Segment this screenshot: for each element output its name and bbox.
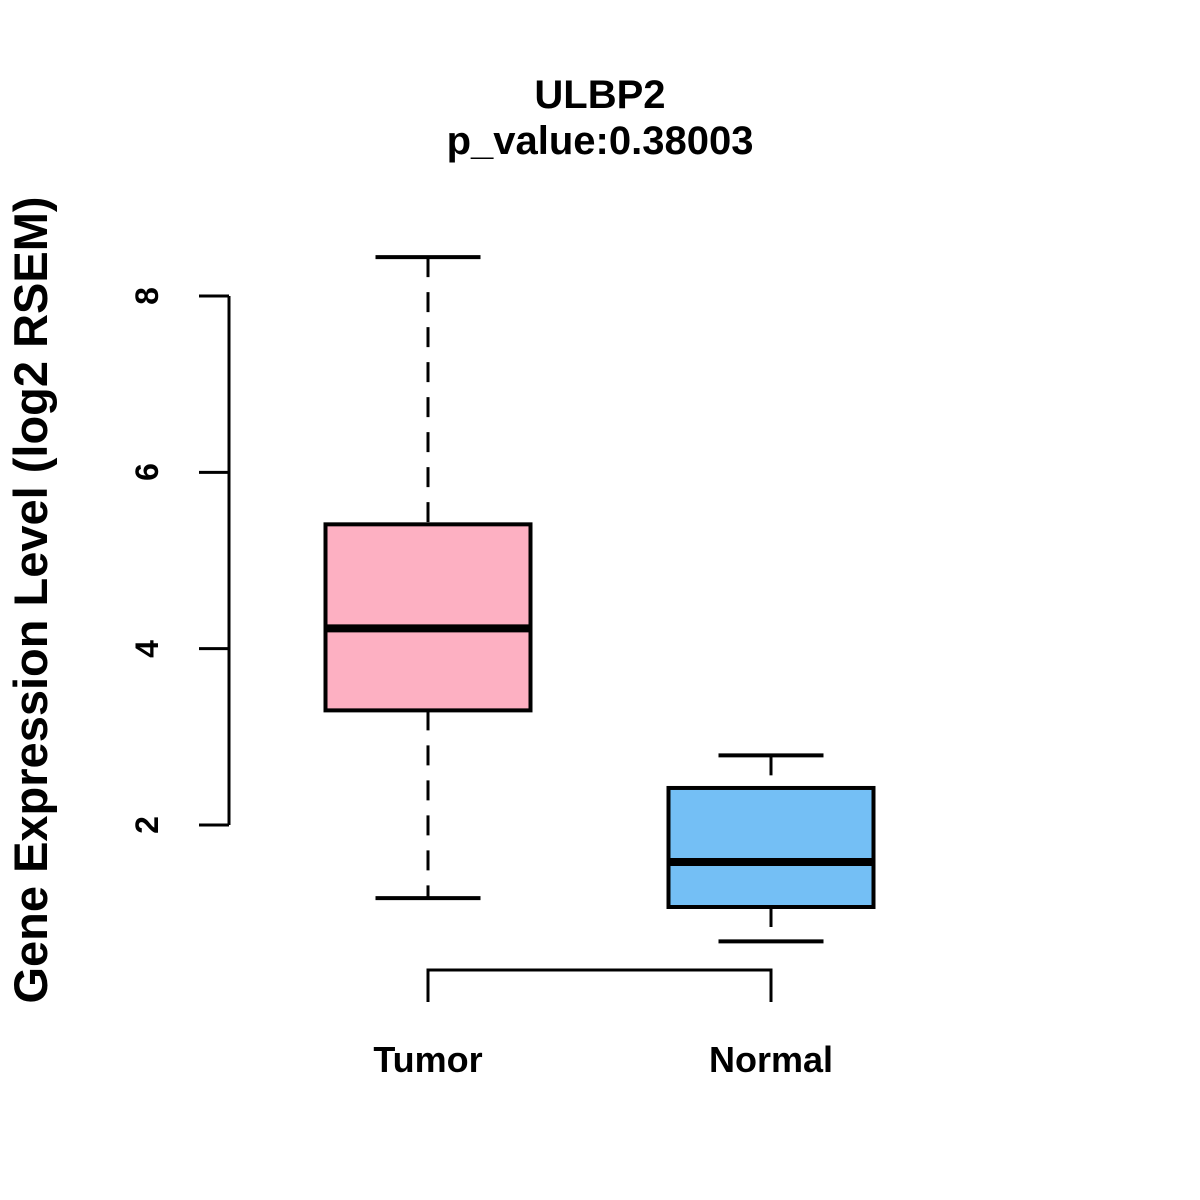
category-label-tumor: Tumor: [373, 1039, 483, 1080]
chart-title: ULBP2: [534, 73, 666, 117]
comparison-bracket: [426, 968, 773, 1002]
category-label-normal: Normal: [708, 1039, 834, 1080]
y-tick-label-2: 2: [129, 816, 165, 834]
box-tumor: [323, 522, 533, 713]
y-tick-label-6: 6: [129, 463, 165, 482]
box-normal: [666, 785, 876, 909]
y-axis-label: Gene Expression Level (log2 RSEM): [4, 196, 57, 1004]
chart-p-value: p_value:0.38003: [446, 119, 754, 163]
y-tick-label-4: 4: [129, 639, 165, 658]
y-tick-label-8: 8: [129, 287, 165, 305]
